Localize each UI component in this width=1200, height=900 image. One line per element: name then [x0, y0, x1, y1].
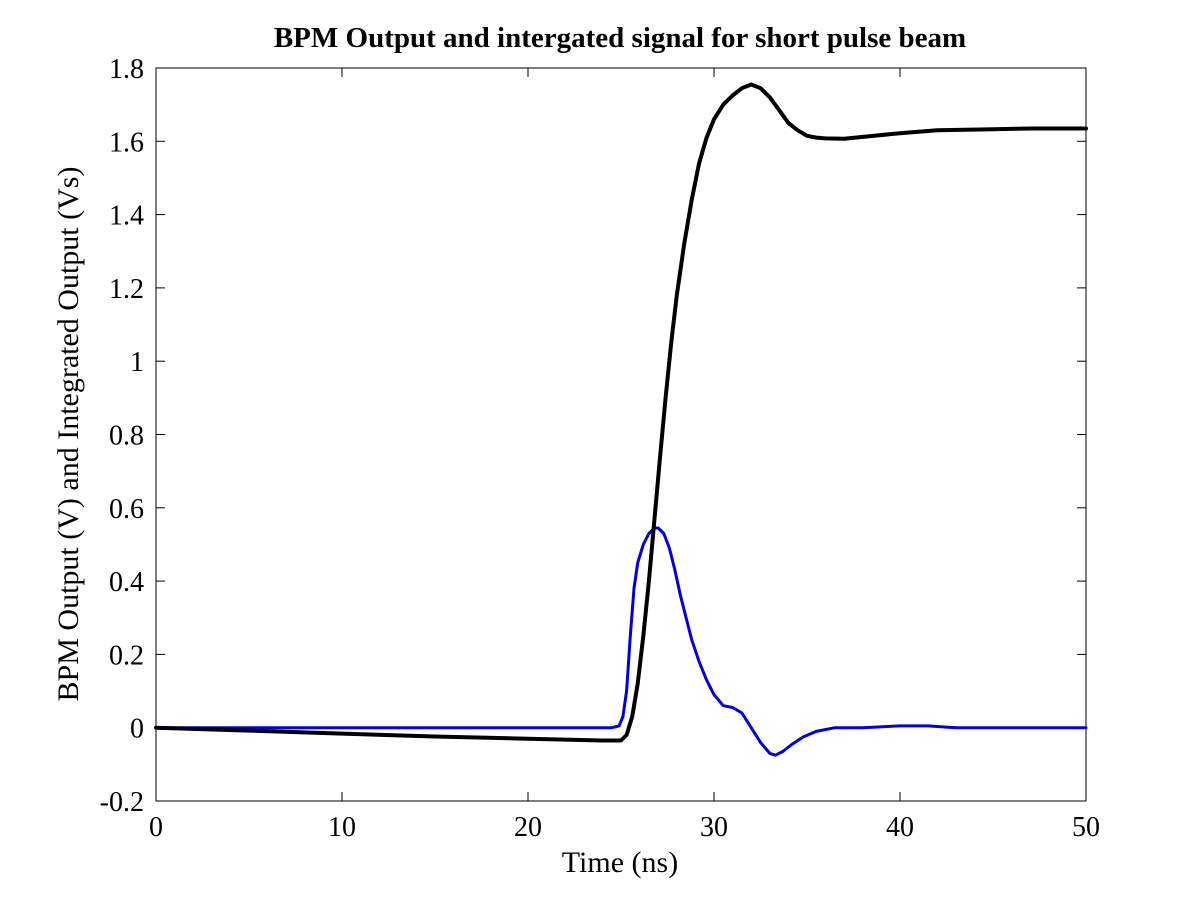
x-tick-label: 10 [328, 812, 356, 843]
plot-box [155, 67, 1087, 802]
y-tick-label: 0 [130, 714, 144, 745]
y-tick-label: 0.8 [109, 421, 144, 452]
x-tick-label: 40 [886, 812, 914, 843]
y-tick-label: 0.4 [109, 567, 144, 598]
plot-area [154, 67, 1088, 802]
y-tick-label: 1.8 [109, 54, 144, 85]
series-line-integrated-output [154, 82, 1088, 743]
chart-title: BPM Output and intergated signal for sho… [274, 22, 966, 54]
y-tick-label: 1.2 [109, 274, 144, 305]
x-tick-label: 50 [1072, 812, 1100, 843]
y-tick-label: 1.6 [109, 127, 144, 158]
y-tick-label: 1.4 [109, 201, 144, 232]
x-tick-label: 0 [149, 812, 163, 843]
y-tick-label: 0.2 [109, 640, 144, 671]
tick-labels-layer: 0 10 20 30 40 50-0.200.20.40.60.811.21.41.61.… [100, 54, 1100, 843]
series-layer [154, 82, 1088, 757]
x-tick-label: 20 [514, 812, 542, 843]
y-tick-label: -0.2 [100, 787, 144, 818]
y-tick-label: 0.6 [109, 494, 144, 525]
series-line-bpm-output [154, 526, 1088, 757]
y-tick-label: 1 [130, 347, 144, 378]
y-axis-label: BPM Output (V) and Integrated Output (Vs… [52, 167, 85, 702]
x-tick-label: 30 [700, 812, 728, 843]
x-axis-label: Time (ns) [562, 846, 678, 879]
